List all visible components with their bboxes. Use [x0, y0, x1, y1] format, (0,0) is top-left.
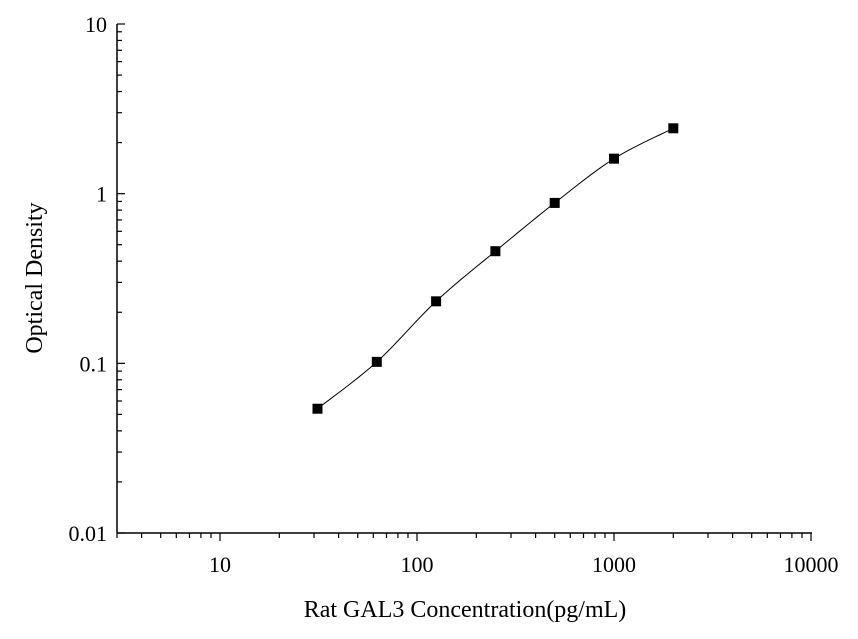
- data-point: [609, 153, 620, 164]
- y-tick-label: 10: [85, 12, 107, 37]
- x-axis-title: Rat GAL3 Concentration(pg/mL): [304, 597, 627, 623]
- data-point: [549, 197, 560, 208]
- y-tick-label: 0.01: [69, 521, 108, 546]
- tick-labels: 10 100 1000 10000 0.01 0.1 1 10: [69, 12, 839, 577]
- ticks: [116, 23, 812, 541]
- data-point: [312, 403, 323, 414]
- y-tick-label: 1: [96, 182, 107, 207]
- x-tick-label: 10: [209, 552, 231, 577]
- data-point: [490, 246, 501, 257]
- x-tick-label: 100: [401, 552, 434, 577]
- x-tick-label: 1000: [592, 552, 636, 577]
- x-tick-label: 10000: [784, 552, 839, 577]
- fit-curve-group: [317, 127, 674, 410]
- data-point: [371, 356, 382, 367]
- data-points: [312, 123, 679, 414]
- data-point: [668, 123, 679, 134]
- fit-curve-line: [317, 127, 674, 410]
- data-point: [431, 296, 442, 307]
- y-axis-title: Optical Density: [22, 202, 48, 353]
- axes: [116, 24, 812, 534]
- y-tick-label: 0.1: [80, 351, 108, 376]
